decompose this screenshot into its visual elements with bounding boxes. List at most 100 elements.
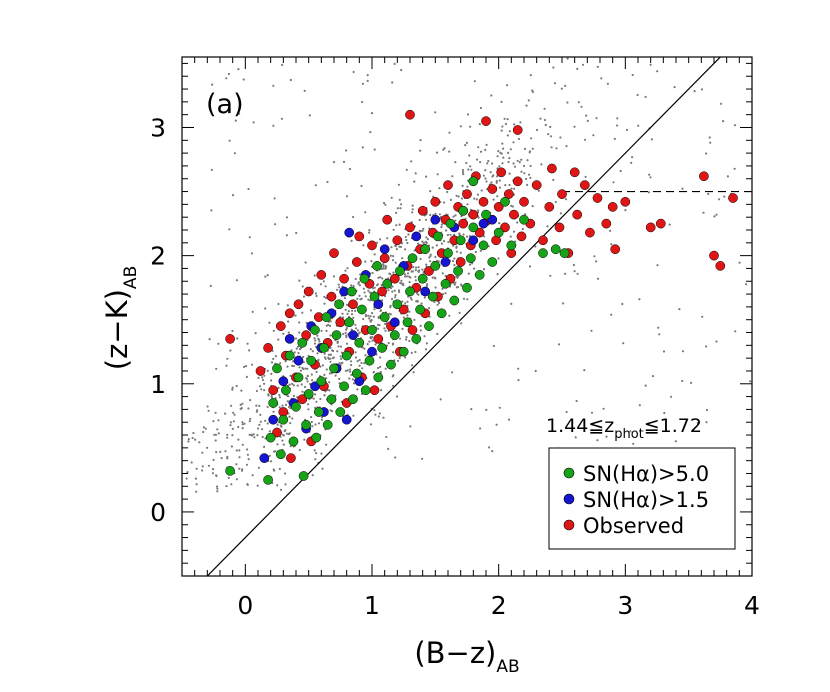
field-galaxy-point bbox=[468, 263, 472, 266]
field-galaxy-point bbox=[329, 360, 332, 363]
field-galaxy-point bbox=[451, 175, 454, 178]
field-galaxy-point bbox=[414, 269, 417, 272]
field-galaxy-point bbox=[246, 342, 249, 345]
field-galaxy-point bbox=[264, 275, 267, 278]
field-galaxy-point bbox=[346, 267, 349, 270]
field-galaxy-point bbox=[425, 263, 428, 266]
field-galaxy-point bbox=[237, 68, 240, 71]
field-galaxy-point bbox=[444, 292, 447, 295]
field-galaxy-point bbox=[414, 275, 417, 278]
field-galaxy-point bbox=[390, 246, 393, 249]
field-galaxy-point bbox=[369, 315, 372, 318]
field-galaxy-point bbox=[287, 395, 290, 398]
point-sn5 bbox=[487, 257, 498, 267]
field-galaxy-point bbox=[502, 147, 505, 150]
field-galaxy-point bbox=[356, 297, 359, 300]
field-galaxy-point bbox=[250, 433, 253, 436]
point-observed bbox=[455, 257, 466, 267]
field-galaxy-point bbox=[547, 133, 550, 136]
field-galaxy-point bbox=[316, 334, 319, 337]
point-sn15 bbox=[348, 330, 358, 340]
field-galaxy-point bbox=[285, 234, 288, 237]
field-galaxy-point bbox=[523, 213, 527, 216]
point-observed bbox=[557, 189, 567, 199]
field-galaxy-point bbox=[348, 167, 351, 171]
x-axis-title-subscript: AB bbox=[496, 657, 519, 677]
field-galaxy-point bbox=[424, 348, 428, 351]
field-galaxy-point bbox=[507, 151, 510, 154]
field-galaxy-point bbox=[373, 253, 376, 256]
field-galaxy-point bbox=[586, 119, 589, 122]
field-galaxy-point bbox=[565, 145, 568, 148]
field-galaxy-point bbox=[206, 405, 209, 408]
field-galaxy-point bbox=[361, 82, 364, 85]
field-galaxy-point bbox=[358, 364, 361, 367]
point-observed bbox=[655, 218, 666, 229]
field-galaxy-point bbox=[726, 175, 730, 178]
point-sn5 bbox=[348, 394, 358, 405]
field-galaxy-point bbox=[410, 160, 413, 163]
field-galaxy-point bbox=[385, 435, 388, 439]
x-axis-title: (B−z)AB bbox=[414, 636, 519, 677]
point-sn5 bbox=[346, 286, 357, 297]
field-galaxy-point bbox=[246, 448, 249, 451]
field-galaxy-point bbox=[261, 428, 264, 431]
legend-box bbox=[548, 447, 736, 550]
field-galaxy-point bbox=[411, 208, 414, 211]
point-observed bbox=[443, 180, 453, 190]
field-galaxy-point bbox=[417, 242, 420, 245]
point-observed bbox=[579, 180, 590, 190]
field-galaxy-point bbox=[523, 172, 526, 175]
field-galaxy-point bbox=[429, 260, 432, 263]
field-galaxy-point bbox=[479, 106, 482, 110]
field-galaxy-point bbox=[337, 345, 340, 348]
point-observed bbox=[272, 427, 282, 438]
field-galaxy-point bbox=[263, 389, 266, 392]
field-galaxy-point bbox=[240, 469, 244, 472]
field-galaxy-point bbox=[367, 298, 370, 301]
field-galaxy-point bbox=[315, 370, 318, 374]
point-sn5 bbox=[420, 244, 431, 255]
field-galaxy-point bbox=[286, 304, 289, 307]
field-galaxy-point bbox=[596, 65, 599, 68]
field-galaxy-point bbox=[529, 164, 532, 168]
field-galaxy-point bbox=[446, 190, 449, 194]
point-sn5 bbox=[341, 350, 352, 361]
field-galaxy-point bbox=[264, 419, 267, 422]
field-galaxy-point bbox=[288, 415, 291, 418]
field-galaxy-point bbox=[284, 360, 287, 363]
field-galaxy-point bbox=[399, 281, 402, 284]
field-galaxy-point bbox=[393, 62, 396, 65]
point-observed bbox=[348, 299, 358, 310]
field-galaxy-point bbox=[284, 429, 287, 432]
field-galaxy-point bbox=[437, 260, 440, 263]
field-galaxy-point bbox=[452, 215, 455, 218]
field-galaxy-point bbox=[540, 163, 543, 166]
field-galaxy-point bbox=[321, 364, 324, 367]
field-galaxy-point bbox=[345, 328, 348, 331]
field-galaxy-point bbox=[328, 381, 331, 384]
field-galaxy-point bbox=[631, 73, 634, 77]
field-galaxy-point bbox=[349, 370, 352, 373]
field-galaxy-point bbox=[398, 198, 401, 201]
field-galaxy-point bbox=[285, 432, 288, 435]
field-galaxy-point bbox=[429, 190, 432, 193]
point-sn5 bbox=[331, 330, 342, 340]
y-tick-label: 0 bbox=[150, 498, 166, 527]
field-galaxy-point bbox=[421, 457, 424, 460]
field-galaxy-point bbox=[577, 101, 580, 104]
field-galaxy-point bbox=[348, 377, 351, 380]
field-galaxy-point bbox=[379, 309, 382, 312]
point-sn5 bbox=[468, 222, 479, 233]
field-galaxy-point bbox=[352, 284, 355, 288]
field-galaxy-point bbox=[230, 483, 233, 486]
field-galaxy-point bbox=[379, 276, 382, 279]
field-galaxy-point bbox=[316, 352, 319, 355]
field-galaxy-point bbox=[445, 229, 448, 232]
field-galaxy-point bbox=[255, 389, 258, 393]
field-galaxy-point bbox=[425, 175, 428, 178]
field-galaxy-point bbox=[391, 81, 394, 84]
field-galaxy-point bbox=[241, 443, 244, 446]
field-galaxy-point bbox=[460, 322, 463, 325]
point-observed bbox=[503, 189, 514, 199]
